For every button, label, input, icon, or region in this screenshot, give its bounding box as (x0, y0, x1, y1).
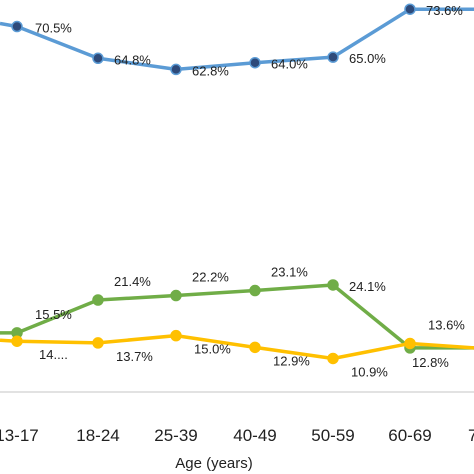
data-label: 13.7% (116, 349, 153, 364)
x-tick-label: 18-24 (76, 426, 119, 445)
data-point (92, 294, 104, 306)
data-label: 62.8% (192, 63, 229, 78)
data-label: 14.... (39, 347, 68, 362)
data-point (170, 289, 182, 302)
data-point (249, 341, 261, 354)
data-label-layer: 70.5% 64.8% 62.8% 64.0% 65.0% 73.6% 15.5% 21.4%… (35, 3, 465, 379)
data-point (11, 335, 23, 347)
data-point (170, 329, 182, 342)
data-label: 15.5% (35, 307, 72, 322)
data-point (11, 20, 23, 33)
data-label: 12.8% (412, 355, 449, 370)
data-point (404, 337, 416, 350)
data-label: 10.9% (351, 364, 388, 379)
data-label: 12.9% (273, 353, 310, 368)
x-tick-label: 13-17 (0, 426, 39, 445)
x-tick-label: 40-49 (233, 426, 276, 445)
x-tick-label: 25-39 (154, 426, 197, 445)
series-layer (0, 3, 474, 365)
data-label: 23.1% (271, 265, 308, 280)
data-point (404, 3, 416, 15)
data-label: 65.0% (349, 51, 386, 66)
data-point (249, 284, 261, 297)
data-point (327, 51, 339, 63)
data-label: 73.6% (426, 3, 463, 18)
data-point (327, 352, 339, 365)
data-label: 24.1% (349, 279, 386, 294)
data-label: 21.4% (114, 274, 151, 289)
x-tick-label: 50-59 (311, 426, 354, 445)
x-tick-label: 7 (468, 426, 474, 445)
data-label: 15.0% (194, 342, 231, 357)
data-label: 70.5% (35, 21, 72, 36)
data-point (249, 56, 261, 69)
data-label: 13.6% (428, 317, 465, 332)
data-point (92, 52, 104, 65)
x-tick-layer: 13-17 18-24 25-39 40-49 50-59 60-69 7 (0, 426, 474, 445)
data-point (327, 279, 339, 291)
series-line (0, 283, 474, 350)
data-label: 64.8% (114, 52, 151, 67)
series-3 (0, 329, 474, 365)
series-line (0, 7, 474, 72)
x-tick-label: 60-69 (388, 426, 431, 445)
data-point (170, 63, 182, 76)
data-label: 64.0% (271, 57, 308, 72)
series-1 (0, 3, 474, 76)
series-line (0, 333, 474, 361)
x-axis-title: Age (years) (175, 455, 253, 472)
data-label: 22.2% (192, 270, 229, 285)
data-point (92, 337, 104, 349)
